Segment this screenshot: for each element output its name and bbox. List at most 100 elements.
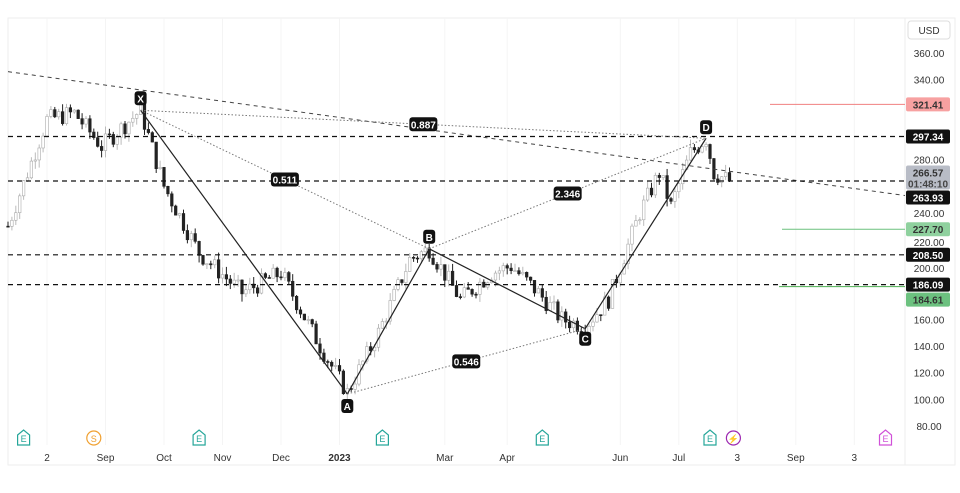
candle xyxy=(217,259,221,279)
candle xyxy=(657,175,661,178)
candle xyxy=(267,277,271,279)
candle xyxy=(450,270,455,286)
candle xyxy=(505,265,509,269)
candle xyxy=(595,314,599,323)
candle xyxy=(158,167,162,169)
candle xyxy=(259,273,264,294)
candle xyxy=(353,383,357,390)
x-tick-label: Apr xyxy=(499,453,515,464)
candle xyxy=(92,131,96,138)
candle xyxy=(6,225,10,228)
x-tick-label: 3 xyxy=(735,453,741,464)
candle xyxy=(700,146,704,153)
y-tick-label: 100.00 xyxy=(914,395,945,406)
candle xyxy=(532,280,537,294)
y-tick-label: 140.00 xyxy=(914,342,945,353)
candle xyxy=(107,133,111,136)
harmonic-leg xyxy=(140,109,348,395)
candle xyxy=(103,133,108,151)
ratio-label: 0.887 xyxy=(411,120,436,131)
candle xyxy=(100,146,104,151)
candle xyxy=(283,272,287,279)
price-tag xyxy=(906,97,950,112)
candle xyxy=(720,176,724,183)
plot-area xyxy=(7,17,906,466)
y-tick-label: 120.00 xyxy=(914,369,945,380)
candle xyxy=(692,147,696,151)
x-tick-label: Mar xyxy=(436,453,454,464)
price-tag-label: 208.50 xyxy=(913,251,944,262)
candle xyxy=(341,370,346,395)
pattern-point-label: X xyxy=(137,94,144,105)
ratio-badge xyxy=(270,172,299,187)
harmonic-leg xyxy=(346,248,430,395)
earnings-icon[interactable] xyxy=(17,429,31,446)
candle xyxy=(271,267,275,279)
candle xyxy=(661,175,665,178)
price-axis[interactable] xyxy=(904,17,956,466)
candle xyxy=(454,285,459,297)
candle xyxy=(60,111,65,124)
y-tick-label: 280.00 xyxy=(914,156,945,167)
price-tag-label: 297.34 xyxy=(913,132,944,143)
event-label: E xyxy=(539,434,545,444)
candle xyxy=(392,289,396,301)
candle xyxy=(474,293,478,296)
candle xyxy=(501,265,505,272)
ratio-line xyxy=(140,109,430,250)
split-icon[interactable] xyxy=(86,430,102,446)
candle xyxy=(653,175,657,196)
candle xyxy=(365,346,369,362)
candle xyxy=(575,320,579,332)
dividend-icon[interactable] xyxy=(725,430,742,446)
candle xyxy=(45,116,49,137)
candle xyxy=(205,263,209,266)
candle xyxy=(564,311,568,323)
event-label: ⚡ xyxy=(728,433,739,445)
y-tick-label: 80.00 xyxy=(916,422,941,433)
earnings-icon[interactable] xyxy=(878,429,893,446)
candle xyxy=(645,187,650,201)
candle xyxy=(439,264,443,270)
candle xyxy=(404,271,408,283)
candle xyxy=(72,109,76,113)
pattern-point-badge xyxy=(134,91,147,106)
candle xyxy=(388,300,392,322)
candle xyxy=(76,109,80,119)
candle xyxy=(649,187,654,196)
ratio-line xyxy=(429,137,707,250)
candle xyxy=(306,319,310,321)
x-tick-label: Oct xyxy=(156,453,172,464)
candle xyxy=(232,279,236,284)
earnings-icon[interactable] xyxy=(192,429,206,446)
price-tag-label: 227.70 xyxy=(913,225,944,236)
candle xyxy=(33,159,37,162)
candle xyxy=(571,320,576,329)
candle xyxy=(146,129,151,133)
currency-button[interactable] xyxy=(907,20,951,40)
candle xyxy=(244,289,248,295)
x-tick-label: Sep xyxy=(97,453,115,464)
candle xyxy=(88,118,92,133)
candle xyxy=(556,301,560,321)
candle xyxy=(478,281,482,295)
x-tick-label: Jun xyxy=(612,453,628,464)
candle xyxy=(119,123,123,138)
candle xyxy=(25,177,30,181)
candle xyxy=(482,281,486,288)
earnings-icon[interactable] xyxy=(375,429,389,446)
candle xyxy=(528,276,533,281)
earnings-icon[interactable] xyxy=(535,429,549,446)
candle xyxy=(96,137,100,147)
y-tick-label: 160.00 xyxy=(914,315,945,326)
event-label: S xyxy=(91,434,97,444)
candle xyxy=(493,272,498,281)
candle xyxy=(521,272,525,275)
candle xyxy=(213,259,217,266)
earnings-icon[interactable] xyxy=(703,429,717,446)
candle xyxy=(380,321,385,329)
candle xyxy=(626,243,630,265)
candle xyxy=(236,279,240,282)
